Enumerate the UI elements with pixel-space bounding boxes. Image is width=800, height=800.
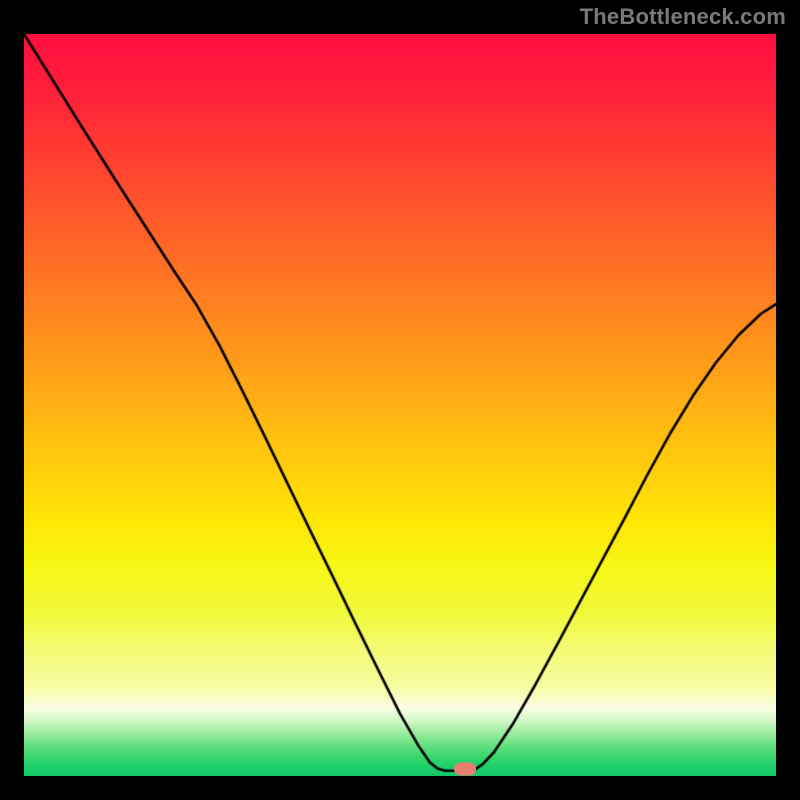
chart-frame: TheBottleneck.com bbox=[0, 0, 800, 800]
watermark-text: TheBottleneck.com bbox=[580, 4, 786, 30]
plot-area bbox=[24, 34, 776, 776]
minimum-marker bbox=[454, 763, 476, 776]
chart-canvas bbox=[24, 34, 776, 776]
